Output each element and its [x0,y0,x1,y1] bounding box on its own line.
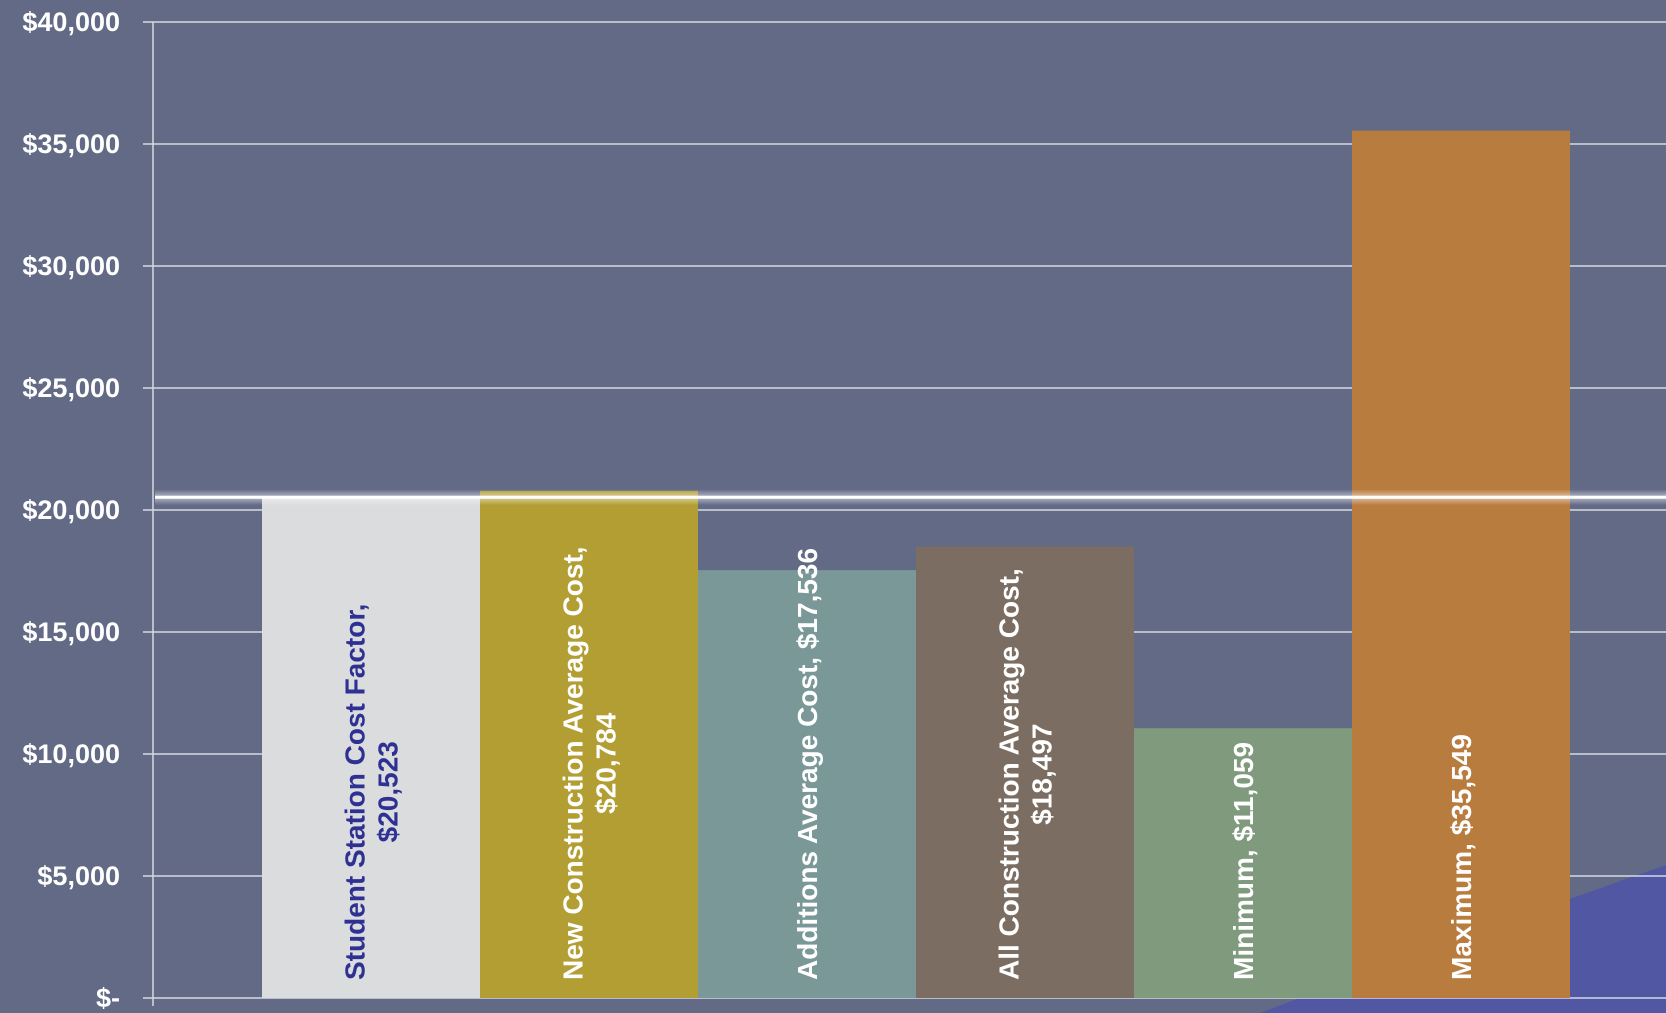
y-tick-label: $- [96,983,120,1013]
y-tick-label: $40,000 [22,7,120,37]
y-tick-label: $20,000 [22,495,120,525]
bar-label-line: $20,523 [373,741,404,842]
bar-label-line: Student Station Cost Factor, [340,604,371,980]
bar [262,497,480,998]
bar [698,570,916,998]
bar-label-line: $18,497 [1027,724,1058,825]
bar-data-label: Minimum, $11,059 [1228,742,1259,980]
bar-labels: Student Station Cost Factor,$20,523 New C… [340,546,1478,980]
bar-data-label: New Construction Average Cost,$20,784 [558,546,622,980]
bar-data-label: Maximum, $35,549 [1446,734,1477,980]
reference-line [155,489,1666,506]
y-tick-label: $25,000 [22,373,120,403]
y-tick-label: $15,000 [22,617,120,647]
y-tick-label: $10,000 [22,739,120,769]
bar-label-line: Minimum, $11,059 [1228,742,1259,980]
bar-label-line: All Construction Average Cost, [994,568,1025,980]
bar-label-line: Maximum, $35,549 [1446,734,1477,980]
y-axis: $- $5,000 $10,000 $15,000 $20,000 $25,000 $30,… [22,7,154,1013]
bar [480,490,698,998]
bar [1134,728,1352,998]
bar-data-label: All Construction Average Cost,$18,497 [994,568,1058,980]
bar-data-label: Additions Average Cost, $17,536 [792,548,823,980]
y-tick-label: $35,000 [22,129,120,159]
bar-label-line: $20,784 [591,712,622,814]
bar [1352,130,1570,999]
bar [916,546,1134,998]
bar-data-label: Student Station Cost Factor,$20,523 [340,604,404,980]
y-tick-label: $30,000 [22,251,120,281]
bar-label-line: Additions Average Cost, $17,536 [792,548,823,980]
bar-label-line: New Construction Average Cost, [558,546,589,980]
bars [262,130,1570,999]
y-tick-label: $5,000 [37,861,120,891]
